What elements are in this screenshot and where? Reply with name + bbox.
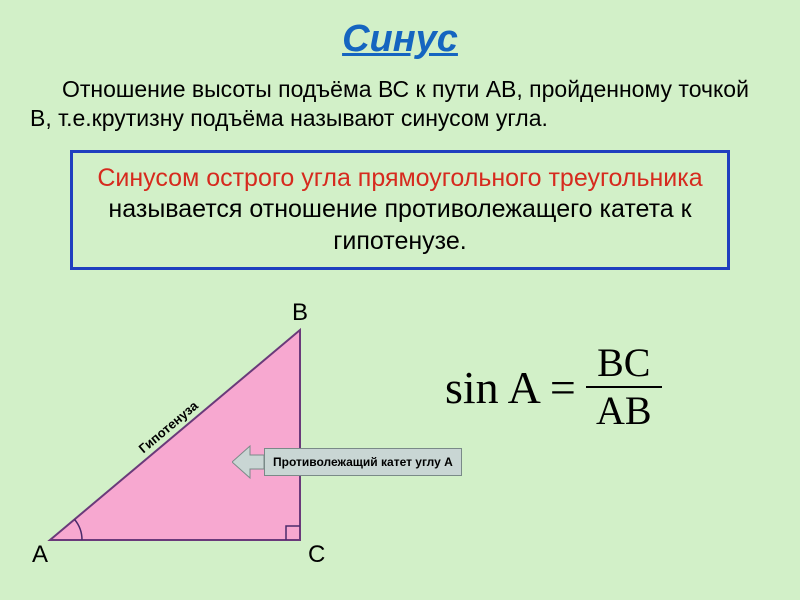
definition-highlight: Синусом острого угла прямоугольного треу… [97, 164, 702, 192]
callout-text: Противолежащий катет углу А [264, 448, 462, 476]
callout-arrow-shape [232, 446, 264, 478]
formula-denominator: AB [592, 388, 656, 434]
formula-fraction: BC AB [586, 340, 662, 434]
vertex-label-a: А [32, 541, 48, 568]
formula-lhs: sin A = [445, 361, 576, 414]
vertex-label-b: В [292, 300, 308, 326]
vertex-label-c: С [308, 541, 325, 568]
callout-arrow-icon [232, 440, 264, 484]
triangle-shape [50, 330, 300, 540]
sine-formula: sin A = BC AB [445, 340, 662, 434]
formula-numerator: BC [593, 340, 654, 386]
slide-title: Синус [0, 18, 800, 61]
intro-text: Отношение высоты подъёма ВС к пути АВ, п… [30, 75, 770, 133]
definition-box: Синусом острого угла прямоугольного треу… [70, 150, 730, 270]
definition-rest: называется отношение противолежащего кат… [108, 195, 691, 254]
opposite-leg-callout: Противолежащий катет углу А [232, 440, 462, 484]
